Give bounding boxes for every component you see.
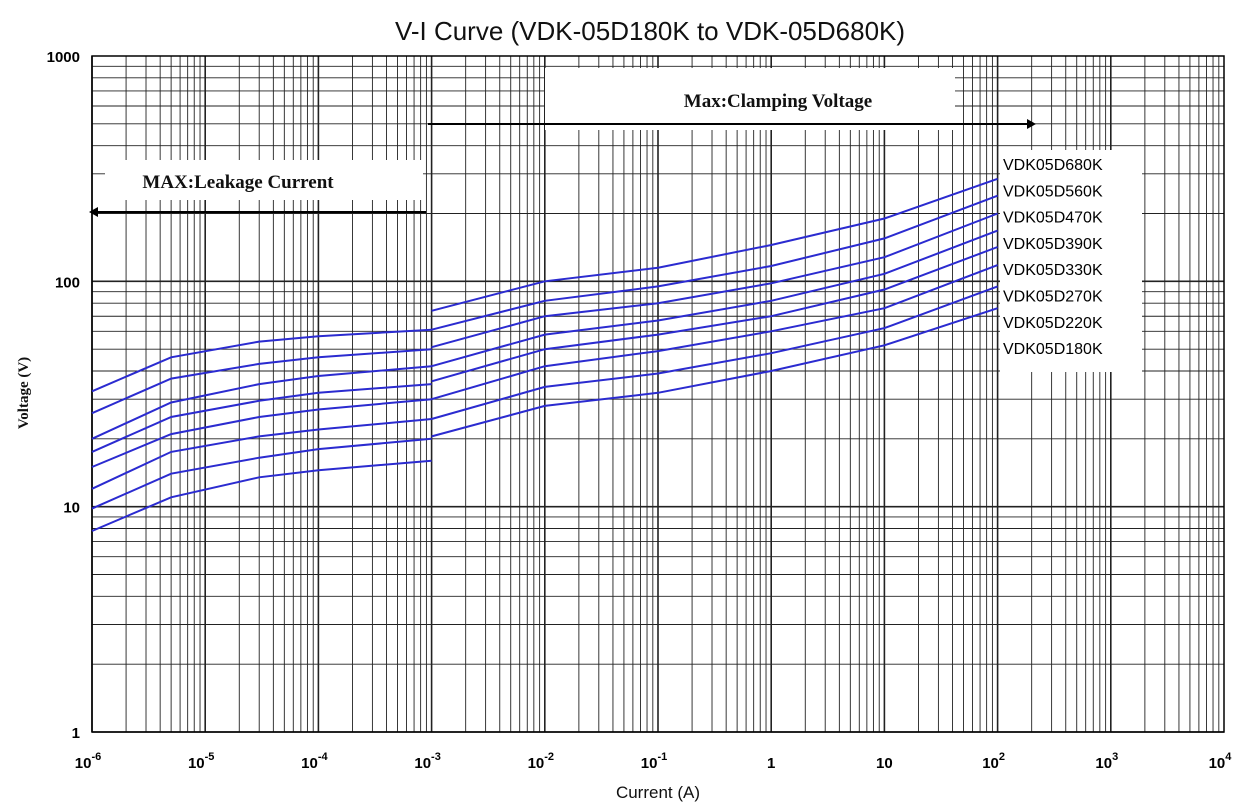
x-tick-label: 10-1 <box>641 751 667 772</box>
y-axis-label: Voltage (V) <box>16 357 32 429</box>
series-label: VDK05D390K <box>1003 236 1103 253</box>
series-label-box <box>1000 150 1142 372</box>
series-lines <box>91 177 998 532</box>
series-label: VDK05D680K <box>1003 157 1103 174</box>
series-label: VDK05D470K <box>1003 210 1103 227</box>
series-line-leakage <box>91 348 432 415</box>
series-label: VDK05D330K <box>1003 262 1103 279</box>
series-line-clamping <box>431 246 998 383</box>
series-line-leakage <box>91 437 432 510</box>
series-label: VDK05D560K <box>1003 183 1103 200</box>
x-tick-labels: 10-6 10-5 10-4 10-3 10-2 10-1 1 10 102 103 104 <box>75 751 1233 772</box>
series-labels: VDK05D680K VDK05D560K VDK05D470K VDK05D390K… <box>1003 157 1103 358</box>
x-tick-label: 10-5 <box>188 751 214 772</box>
series-line-clamping <box>431 264 998 401</box>
y-tick-labels: 1 10 100 1000 <box>47 49 80 742</box>
x-tick-label: 102 <box>982 751 1005 772</box>
series-line-clamping <box>431 307 998 438</box>
x-tick-label: 103 <box>1095 751 1118 772</box>
series-line-leakage <box>91 365 432 440</box>
x-tick-label: 10 <box>876 755 893 772</box>
series-line-leakage <box>91 383 432 453</box>
plot-frame <box>91 55 1225 733</box>
annotations: Max:Clamping Voltage MAX:Leakage Current <box>89 68 1142 372</box>
series-line-clamping <box>431 229 998 368</box>
series-line-clamping <box>431 194 998 331</box>
y-tick-label: 10 <box>63 500 80 517</box>
series-line-clamping <box>431 177 998 312</box>
series-line-clamping <box>431 285 998 420</box>
x-axis-label: Current (A) <box>616 783 700 802</box>
y-tick-label: 1000 <box>47 49 80 66</box>
leakage-arrowhead <box>89 207 98 217</box>
series-line-leakage <box>91 328 432 393</box>
clamping-label-box <box>545 68 955 130</box>
leakage-current-label: MAX:Leakage Current <box>142 172 334 193</box>
series-line-leakage <box>91 459 432 532</box>
series-line-leakage <box>91 398 432 468</box>
leakage-label-box <box>105 160 423 200</box>
chart-title: V-I Curve (VDK-05D180K to VDK-05D680K) <box>395 16 905 46</box>
x-tick-label: 10-6 <box>75 751 101 772</box>
series-label: VDK05D180K <box>1003 341 1103 358</box>
y-tick-label: 1 <box>72 725 80 742</box>
series-line-leakage <box>91 418 432 490</box>
x-tick-label: 1 <box>767 755 775 772</box>
clamping-arrowhead <box>1027 119 1036 129</box>
series-line-clamping <box>431 212 998 349</box>
x-tick-label: 10-2 <box>528 751 554 772</box>
series-label: VDK05D270K <box>1003 289 1103 306</box>
series-label: VDK05D220K <box>1003 315 1103 332</box>
x-tick-label: 10-4 <box>301 751 328 772</box>
y-tick-label: 100 <box>55 274 80 291</box>
x-tick-label: 104 <box>1209 751 1233 772</box>
clamping-voltage-label: Max:Clamping Voltage <box>684 91 872 112</box>
x-tick-label: 10-3 <box>414 751 440 772</box>
